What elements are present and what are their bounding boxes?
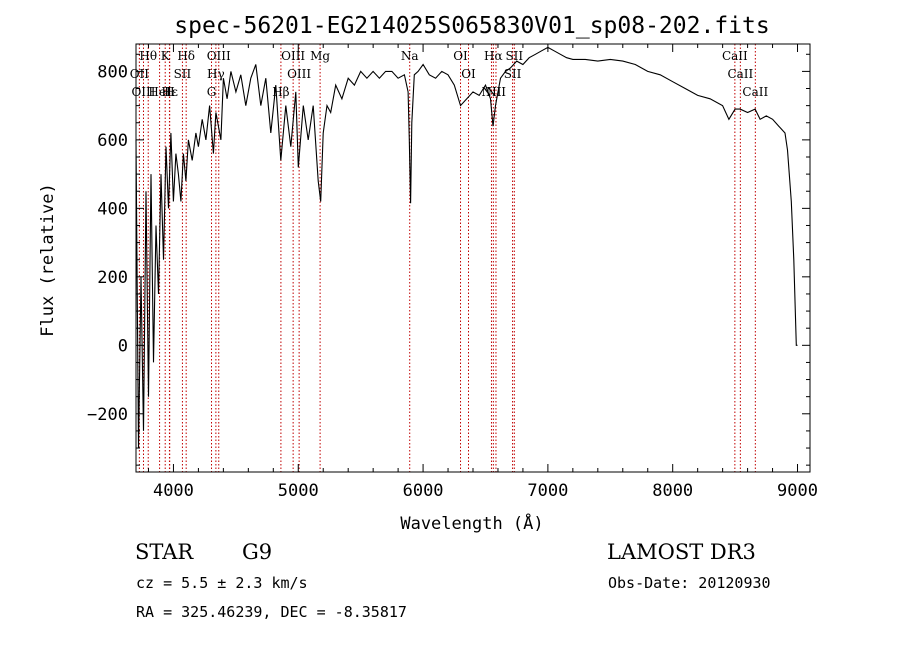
- spectral-line-label: Hα: [484, 49, 503, 63]
- y-tick-label: −200: [87, 405, 128, 425]
- spectral-line-label: CaII: [722, 49, 748, 63]
- x-tick-label: 4000: [153, 481, 194, 501]
- spectral-line-label: H: [164, 85, 174, 99]
- spectral-line-label: HeI: [148, 85, 171, 99]
- y-axis-label: Flux (relative): [38, 183, 58, 337]
- y-tick-label: 400: [97, 199, 128, 219]
- spectral-line-label: OIII: [287, 67, 311, 81]
- spectral-line-label: OI: [461, 67, 476, 81]
- chart-title: spec-56201-EG214025S065830V01_sp08-202.f…: [174, 13, 769, 39]
- redshift-cz: cz = 5.5 ± 2.3 km/s: [136, 574, 308, 592]
- spectral-line-label: OII: [130, 67, 150, 81]
- object-subclass: G9: [242, 540, 273, 564]
- spectral-line-label: G: [207, 85, 217, 99]
- spectral-line-label: OIII: [131, 85, 155, 99]
- spectral-line-label: SII: [174, 67, 192, 81]
- survey-name: LAMOST DR3: [607, 540, 756, 564]
- spectral-line-label: CaII: [727, 67, 753, 81]
- ra-dec-coordinates: RA = 325.46239, DEC = -8.35817: [136, 603, 407, 621]
- spectral-line-label: CaII: [742, 85, 768, 99]
- spectral-line-label: NII: [486, 85, 506, 99]
- x-tick-label: 5000: [278, 481, 319, 501]
- plot-frame: [135, 43, 811, 473]
- x-tick-label: 7000: [527, 481, 568, 501]
- axis-ticks: 4000 5000 6000 7000 8000 9000 −200 0 200 400 600 80…: [87, 44, 818, 501]
- y-tick-label: 0: [118, 336, 128, 356]
- spectral-line-label: OI: [453, 49, 468, 63]
- spectral-line-markers: [138, 44, 756, 472]
- y-tick-label: 800: [97, 62, 128, 82]
- spectral-line-label: SII: [505, 49, 523, 63]
- observation-date: Obs-Date: 20120930: [608, 574, 771, 592]
- y-tick-label: 600: [97, 131, 128, 151]
- spectral-line-label: Hε: [161, 85, 178, 99]
- y-tick-label: 200: [97, 268, 128, 288]
- x-tick-label: 9000: [777, 481, 818, 501]
- spectral-line-label: K: [161, 49, 171, 63]
- spectral-line-label: OIII: [281, 49, 305, 63]
- flux-series-line: [135, 46, 798, 449]
- spectral-line-label: OIII: [207, 49, 231, 63]
- spectral-line-label: SII: [504, 67, 522, 81]
- x-tick-label: 8000: [652, 481, 693, 501]
- spectrum-chart: spec-56201-EG214025S065830V01_sp08-202.f…: [38, 13, 818, 534]
- object-class: STAR: [135, 540, 194, 564]
- spectral-line-label: Na: [401, 49, 419, 63]
- spectral-line-label: Hγ: [207, 67, 225, 81]
- spectral-line-label: Hθ: [139, 49, 157, 63]
- spectral-line-label: Hδ: [177, 49, 195, 63]
- spectral-line-label: Mg: [310, 49, 330, 63]
- x-axis-label: Wavelength (Å): [400, 512, 543, 534]
- x-tick-label: 6000: [403, 481, 444, 501]
